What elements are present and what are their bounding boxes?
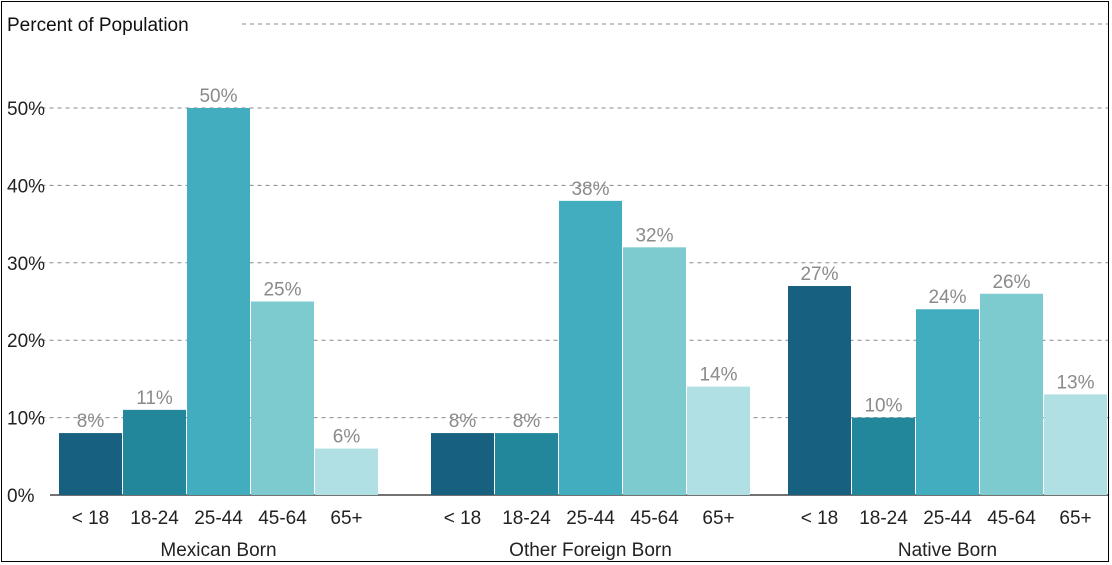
bar — [852, 417, 915, 495]
x-tick-label: 45-64 — [987, 508, 1036, 529]
bar — [1044, 394, 1107, 495]
x-tick-label: 45-64 — [630, 508, 679, 529]
x-tick-label: 65+ — [330, 508, 362, 529]
x-tick-label: 25-44 — [194, 508, 243, 529]
bar — [431, 433, 494, 495]
y-tick-label: 10% — [7, 409, 45, 430]
data-label: 11% — [136, 388, 173, 409]
data-label: 6% — [333, 427, 361, 448]
x-tick-label: 25-44 — [923, 508, 972, 529]
y-tick-label: 40% — [7, 176, 45, 197]
y-tick-label: 50% — [7, 99, 45, 120]
group-label: Mexican Born — [160, 540, 276, 561]
bar — [788, 286, 851, 495]
group-label: Other Foreign Born — [509, 540, 672, 561]
x-tick-label: 45-64 — [258, 508, 307, 529]
data-label: 50% — [199, 86, 237, 107]
bar — [251, 301, 314, 495]
data-label: 27% — [800, 264, 838, 285]
y-tick-label: 0% — [7, 486, 35, 507]
bar — [187, 108, 250, 495]
x-tick-label: 65+ — [1059, 508, 1091, 529]
bar — [59, 433, 122, 495]
data-label: 10% — [864, 396, 902, 417]
bar — [980, 293, 1043, 495]
x-tick-label: 18-24 — [502, 508, 551, 529]
data-label: 24% — [928, 287, 966, 308]
group-label: Native Born — [898, 540, 997, 561]
data-label: 26% — [992, 272, 1030, 293]
data-label: 8% — [77, 411, 105, 432]
data-label: 8% — [513, 411, 541, 432]
data-label: 32% — [635, 225, 673, 246]
bar — [916, 309, 979, 495]
chart-title: Percent of Population — [7, 15, 189, 36]
data-label: 25% — [263, 280, 301, 301]
bar — [687, 386, 750, 495]
x-tick-label: 18-24 — [859, 508, 908, 529]
bar — [623, 247, 686, 495]
y-tick-label: 20% — [7, 331, 45, 352]
x-tick-label: < 18 — [801, 508, 839, 529]
x-tick-label: 18-24 — [130, 508, 179, 529]
data-label: 13% — [1056, 372, 1094, 393]
x-tick-label: < 18 — [72, 508, 110, 529]
bar — [315, 448, 378, 495]
x-tick-label: 25-44 — [566, 508, 615, 529]
y-tick-label: 30% — [7, 254, 45, 275]
bar — [559, 200, 622, 495]
x-tick-label: 65+ — [702, 508, 734, 529]
bar — [123, 409, 186, 495]
x-tick-label: < 18 — [444, 508, 482, 529]
bar — [495, 433, 558, 495]
data-label: 14% — [699, 365, 737, 386]
data-label: 8% — [449, 411, 477, 432]
data-label: 38% — [571, 179, 609, 200]
